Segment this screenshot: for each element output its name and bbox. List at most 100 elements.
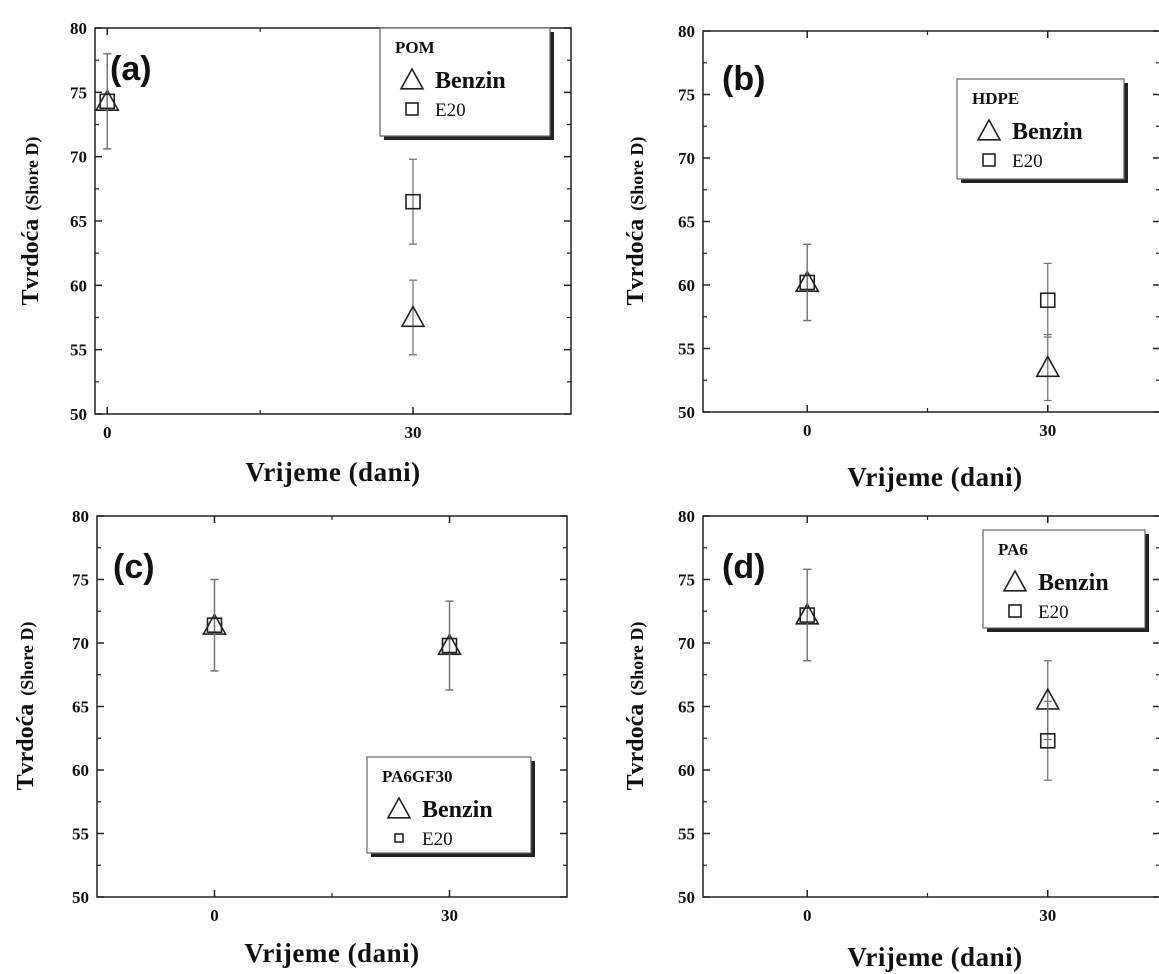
legend-label-benzin: Benzin [1038, 570, 1109, 596]
legend: PA6GF30 Benzin E20 [366, 756, 535, 857]
legend-label-benzin: Benzin [1012, 119, 1083, 145]
y-tick-label: 50 [678, 888, 695, 907]
y-tick-label: 50 [678, 403, 695, 422]
y-tick-label: 65 [70, 212, 87, 231]
x-axis-label: Vrijeme (dani) [245, 457, 420, 487]
y-axis-label-name: Tvrdoća [13, 704, 39, 791]
series-benzin [794, 243, 1061, 402]
panel-label: (c) [113, 548, 155, 586]
legend: PA6 Benzin E20 [982, 529, 1149, 632]
legend-square-icon [394, 833, 404, 843]
y-tick-label: 60 [678, 276, 695, 295]
data-point-triangle [400, 304, 426, 328]
y-tick-label: 70 [72, 634, 89, 653]
y-tick-label: 60 [72, 761, 89, 780]
y-tick-label: 65 [678, 698, 695, 717]
y-axis-label-unit: (Shore D) [627, 137, 648, 211]
y-tick-label: 60 [678, 761, 695, 780]
data-point-square [799, 607, 816, 623]
data-point-triangle [1035, 354, 1061, 378]
y-tick-label: 55 [72, 825, 89, 844]
x-tick-label: 30 [441, 906, 458, 925]
panel-label: (a) [110, 50, 152, 88]
legend-triangle-icon [399, 67, 425, 90]
legend-label-e20: E20 [435, 100, 466, 121]
x-axis-label: Vrijeme (dani) [847, 942, 1022, 972]
legend-label-benzin: Benzin [435, 68, 506, 94]
legend-title: PA6GF30 [382, 767, 453, 786]
y-tick-label: 60 [70, 276, 87, 295]
panel-b: 50 55 60 65 70 75 80 0 30 Vrijeme (dani) Tvrdoća (S… [623, 22, 1159, 492]
y-tick-label: 70 [70, 148, 87, 167]
panel-c: 50 55 60 65 70 75 80 0 30 Vrijeme (dani) Tvrdoća (S… [13, 507, 568, 968]
series-e20 [799, 243, 1056, 338]
x-tick-label: 0 [803, 906, 812, 925]
y-tick-label: 80 [678, 22, 695, 41]
y-axis-label-name: Tvrdoća [18, 219, 44, 306]
y-tick-label: 55 [678, 825, 695, 844]
y-tick-label: 65 [678, 213, 695, 232]
panel-a: 50 55 60 65 70 75 80 0 30 Vrijeme (dani) Tvrdoća (S… [18, 19, 572, 487]
legend-label-e20: E20 [1038, 602, 1069, 623]
series-e20 [206, 578, 458, 691]
legend-label-benzin: Benzin [422, 797, 493, 823]
legend-triangle-icon [976, 118, 1002, 141]
data-point-square [206, 617, 223, 634]
y-axis-label: Tvrdoća (Shore D) [623, 137, 649, 306]
data-point-square [441, 637, 458, 654]
legend-label-e20: E20 [422, 829, 453, 850]
series-benzin [94, 53, 426, 356]
y-axis-label: Tvrdoća (Shore D) [623, 622, 649, 791]
y-axis-label-unit: (Shore D) [627, 622, 648, 696]
panel-label: (d) [722, 548, 765, 586]
series-e20 [99, 53, 421, 245]
data-point-square [1039, 732, 1056, 749]
y-axis-label: Tvrdoća (Shore D) [18, 137, 44, 306]
y-axis-label-unit: (Shore D) [17, 622, 38, 696]
x-axis-label: Vrijeme (dani) [244, 938, 419, 968]
panel-d: 50 55 60 65 70 75 80 0 30 Vrijeme (dani) Tvrdoća (S… [623, 507, 1159, 972]
y-tick-label: 50 [72, 888, 89, 907]
x-axis-label: Vrijeme (dani) [847, 462, 1022, 492]
legend-square-icon [1008, 604, 1022, 618]
legend-square-icon [982, 153, 996, 167]
legend-triangle-icon [386, 796, 412, 819]
y-tick-label: 75 [70, 83, 87, 102]
y-tick-label: 50 [70, 405, 87, 424]
data-point-square [99, 93, 116, 110]
x-tick-label: 30 [1039, 421, 1056, 440]
legend: HDPE Benzin E20 [956, 78, 1128, 183]
legend-title: POM [395, 38, 435, 57]
data-point-square [799, 274, 816, 291]
legend-square-icon [405, 102, 419, 116]
y-tick-label: 80 [70, 19, 87, 38]
y-tick-label: 55 [70, 341, 87, 360]
legend-title: PA6 [998, 540, 1028, 559]
y-tick-label: 70 [678, 634, 695, 653]
data-point-square [405, 193, 421, 210]
y-tick-label: 75 [678, 86, 695, 105]
legend-box [379, 27, 551, 137]
y-axis-label-unit: (Shore D) [22, 137, 43, 211]
legend-title: HDPE [972, 89, 1019, 108]
x-tick-label: 0 [210, 906, 219, 925]
series-benzin [202, 578, 462, 691]
y-tick-label: 75 [72, 571, 89, 590]
x-tick-label: 0 [103, 423, 112, 442]
y-tick-label: 80 [678, 507, 695, 526]
x-tick-label: 30 [405, 423, 422, 442]
y-tick-label: 65 [72, 698, 89, 717]
y-tick-label: 70 [678, 149, 695, 168]
y-axis-label: Tvrdoća (Shore D) [13, 622, 39, 791]
x-tick-label: 0 [803, 421, 812, 440]
x-tick-label: 30 [1039, 906, 1056, 925]
data-point-square [1039, 292, 1056, 309]
y-tick-label: 80 [72, 507, 89, 526]
legend-label-e20: E20 [1012, 151, 1043, 172]
y-tick-label: 75 [678, 571, 695, 590]
series-e20 [799, 568, 1056, 781]
y-axis-label-name: Tvrdoća [623, 704, 649, 791]
panel-label: (b) [722, 60, 765, 98]
